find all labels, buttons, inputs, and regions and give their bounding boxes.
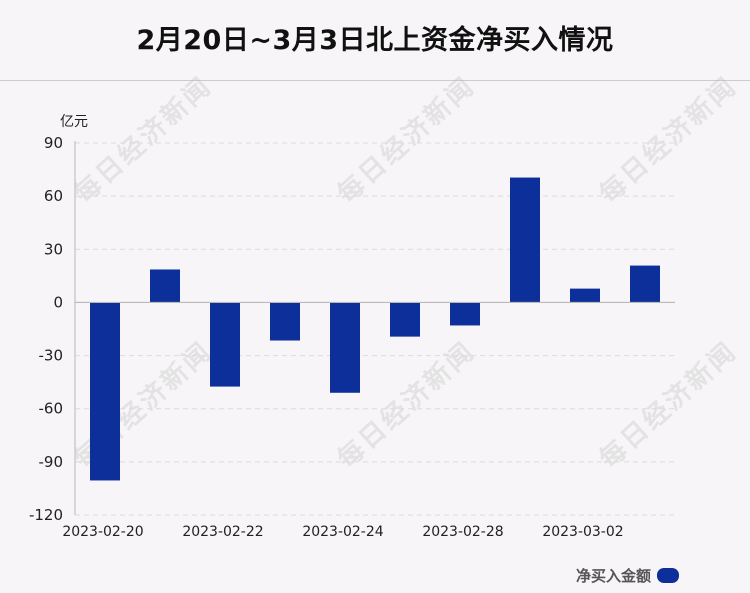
y-tick-label: 90	[44, 134, 63, 152]
bar	[390, 302, 420, 337]
y-tick-label: -120	[29, 506, 63, 524]
bar	[270, 302, 300, 341]
y-tick-label: -30	[39, 347, 64, 365]
y-tick-label: 60	[44, 187, 63, 205]
y-tick-label: 0	[53, 293, 63, 311]
y-tick-label: -90	[39, 453, 64, 471]
x-tick-label: 2023-02-22	[182, 524, 263, 540]
x-tick-label: 2023-03-02	[542, 524, 623, 540]
legend-swatch	[657, 568, 680, 583]
bar	[570, 288, 600, 303]
bar	[90, 302, 120, 481]
y-tick-label: 30	[44, 240, 63, 258]
bar	[510, 177, 540, 303]
x-tick-label: 2023-02-20	[62, 524, 143, 540]
bar	[330, 302, 360, 393]
legend: 净买入金额	[576, 565, 680, 586]
y-tick-label: -60	[39, 400, 64, 418]
title-divider	[0, 80, 750, 81]
y-axis-unit-label: 亿元	[60, 114, 88, 130]
legend-label: 净买入金额	[576, 567, 652, 585]
x-tick-label: 2023-02-28	[422, 524, 503, 540]
bar	[450, 302, 480, 326]
x-tick-label: 2023-02-24	[302, 524, 383, 540]
bar	[630, 265, 660, 303]
chart-title: 2月20日~3月3日北上资金净买入情况	[136, 25, 614, 56]
bar	[210, 302, 240, 387]
bar	[150, 269, 180, 303]
